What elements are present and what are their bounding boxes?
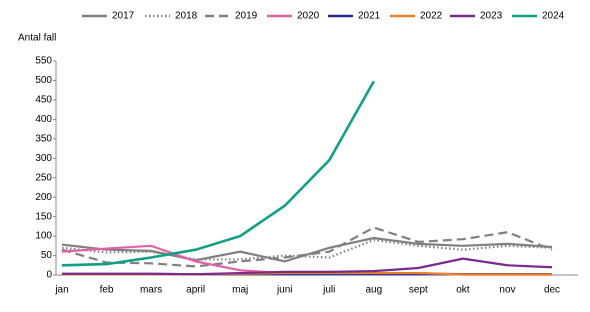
x-tick-label: maj <box>232 285 248 296</box>
legend-label: 2019 <box>235 11 258 22</box>
legend-label: 2023 <box>480 11 503 22</box>
x-tick-label: sept <box>409 285 428 296</box>
y-tick-label: 450 <box>35 95 52 106</box>
y-tick-label: 550 <box>35 56 52 67</box>
x-tick-label: mars <box>140 285 162 296</box>
x-tick-label: dec <box>544 285 560 296</box>
y-tick-label: 0 <box>46 270 52 281</box>
y-tick-label: 50 <box>41 250 53 261</box>
x-tick-label: aug <box>365 285 382 296</box>
legend-label: 2020 <box>297 11 320 22</box>
series-line <box>62 238 552 261</box>
x-tick-label: april <box>186 285 205 296</box>
x-tick-label: okt <box>456 285 470 296</box>
y-tick-label: 200 <box>35 192 52 203</box>
y-tick-label: 500 <box>35 75 52 86</box>
legend-label: 2017 <box>112 11 135 22</box>
x-tick-label: juni <box>276 285 293 296</box>
y-tick-label: 350 <box>35 133 52 144</box>
x-tick-label: feb <box>100 285 114 296</box>
legend-label: 2024 <box>542 11 565 22</box>
y-tick-label: 400 <box>35 114 52 125</box>
y-tick-label: 300 <box>35 153 52 164</box>
legend-label: 2021 <box>358 11 381 22</box>
y-tick-label: 250 <box>35 172 52 183</box>
y-tick-label: 150 <box>35 211 52 222</box>
y-axis-label: Antal fall <box>18 33 56 44</box>
x-tick-label: nov <box>499 285 515 296</box>
series-line <box>62 81 374 265</box>
x-tick-label: jan <box>54 285 68 296</box>
y-tick-label: 100 <box>35 231 52 242</box>
legend-label: 2018 <box>175 11 198 22</box>
x-tick-label: juli <box>322 285 335 296</box>
legend-label: 2022 <box>420 11 443 22</box>
